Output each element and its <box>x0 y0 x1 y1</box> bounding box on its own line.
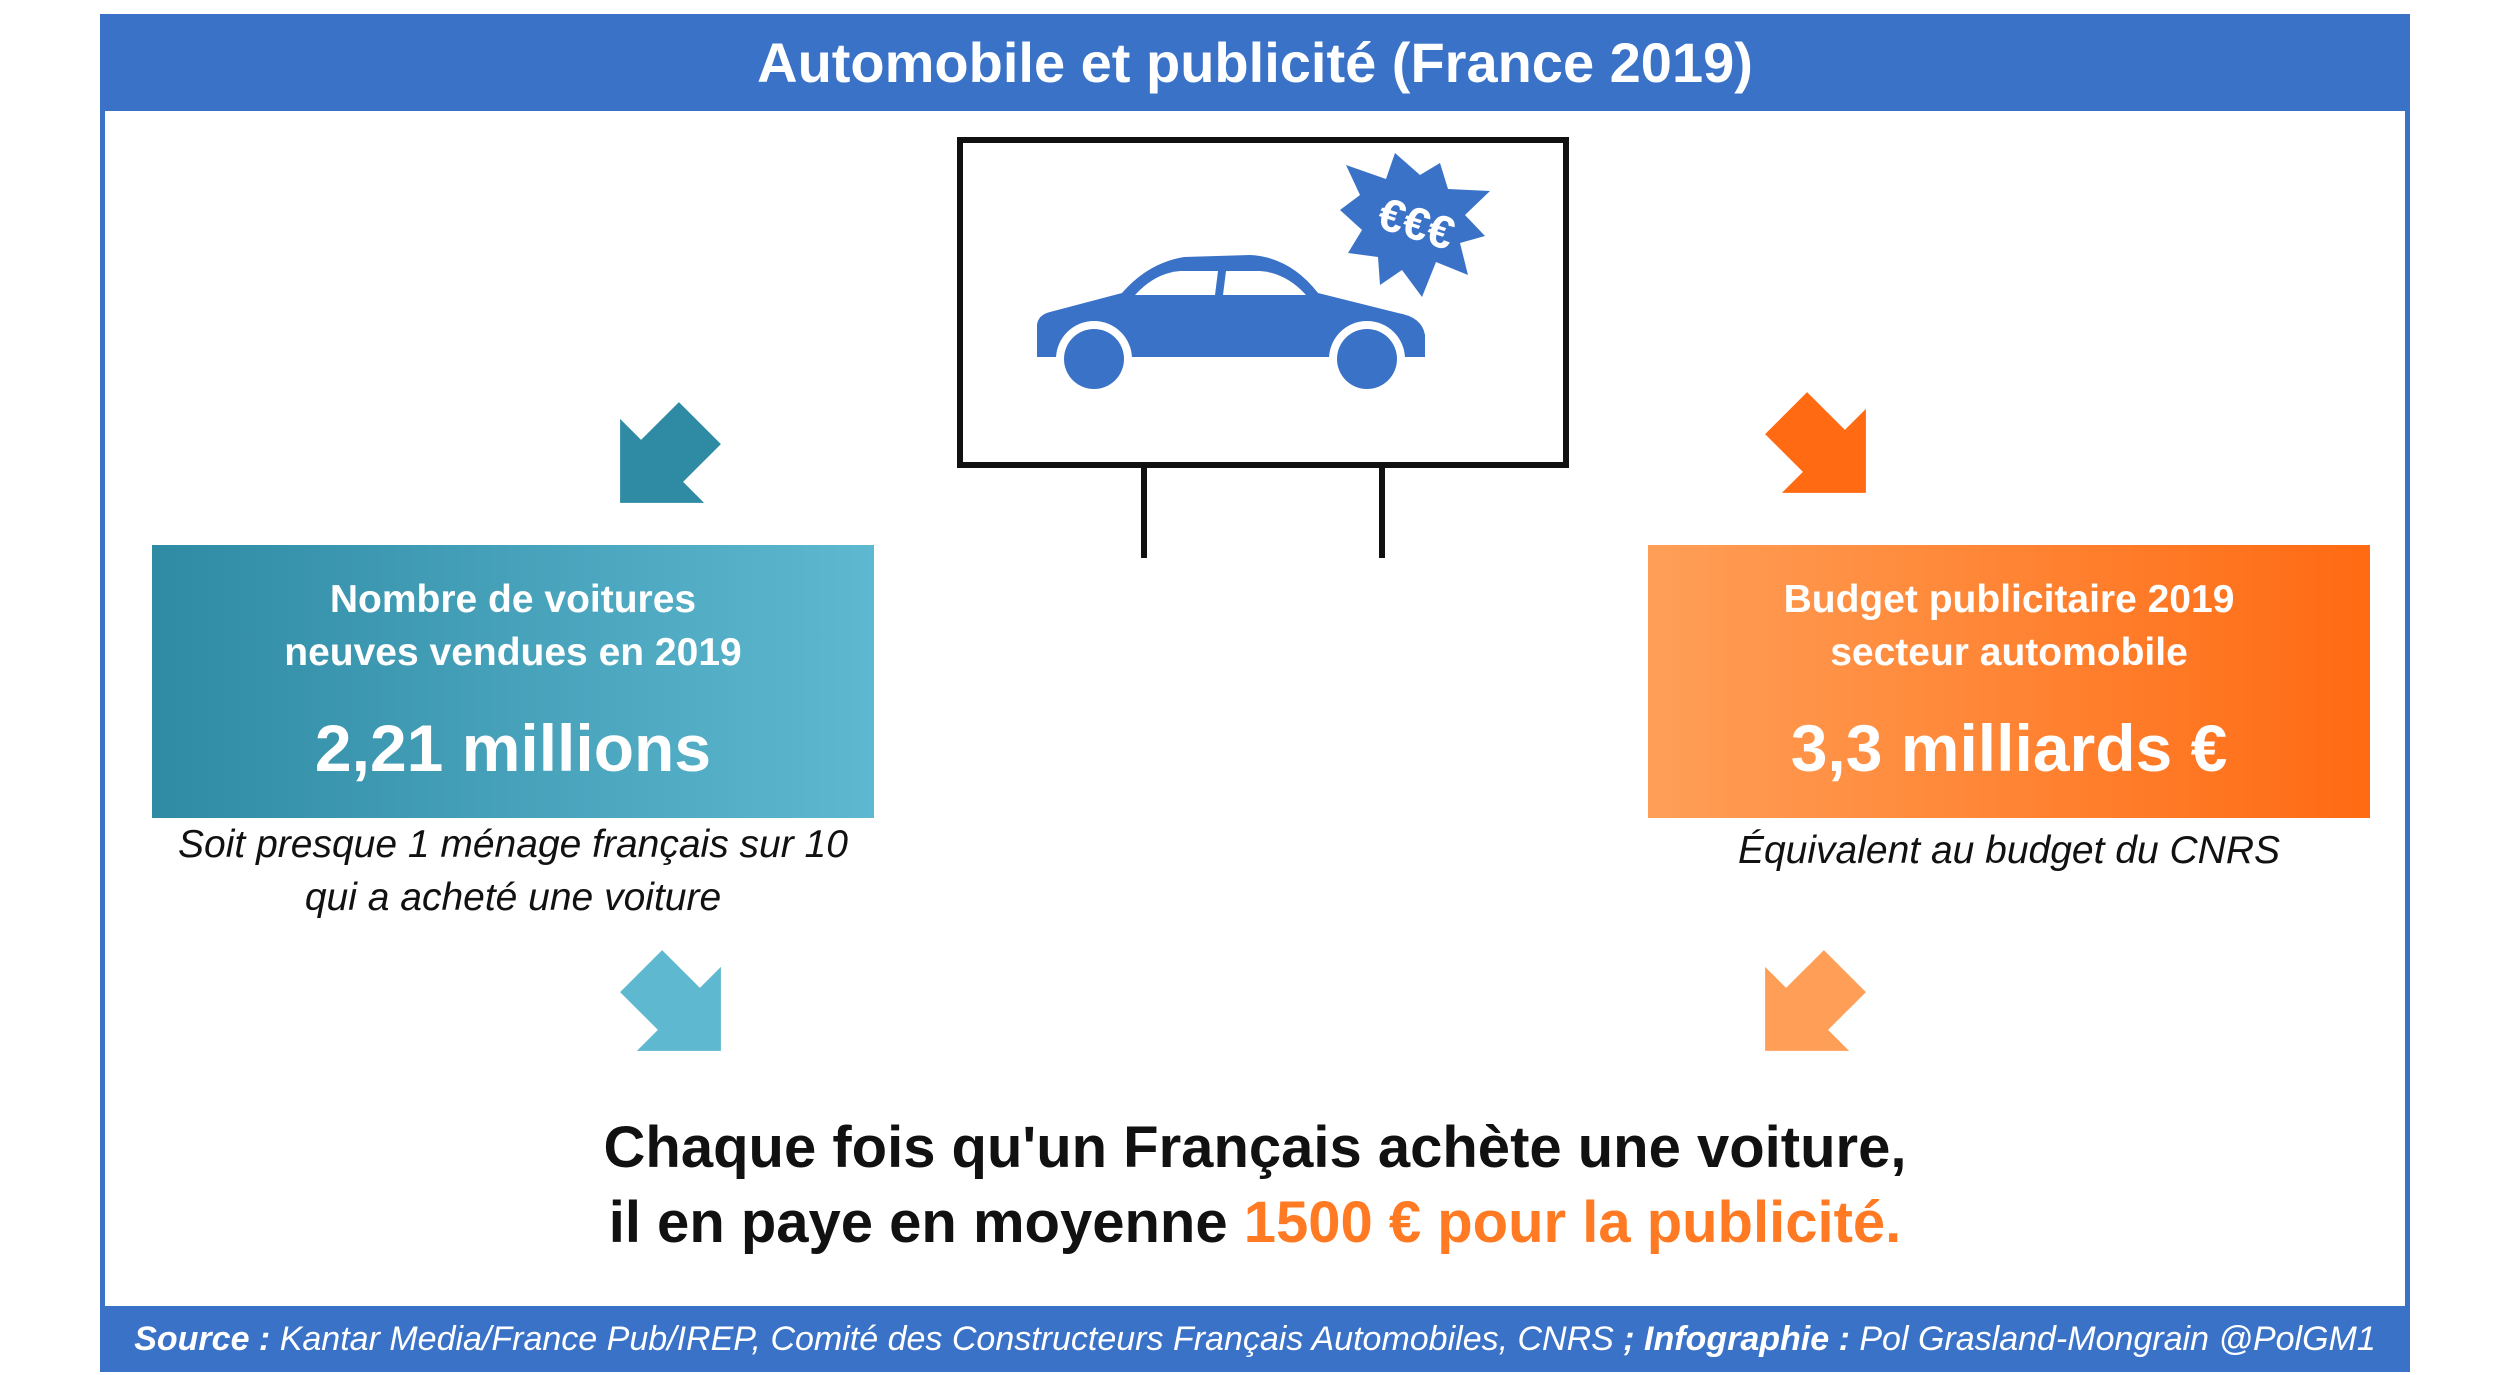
car-icon <box>1037 255 1425 397</box>
starburst-badge-icon: €€€ <box>1340 153 1490 297</box>
infographic-label: Infographie : <box>1634 1319 1850 1358</box>
source-text: Kantar Media/France Pub/IREP, Comité des… <box>270 1319 1624 1358</box>
ad-budget-label: Budget publicitaire 2019 secteur automob… <box>1783 578 2235 674</box>
cars-sold-note: Soit presque 1 ménage français sur 10 qu… <box>178 823 848 919</box>
arrow-down-left-icon <box>620 402 721 503</box>
conclusion-text: Chaque fois qu'un Français achète une vo… <box>150 1110 2360 1260</box>
source-label: Source : <box>134 1319 271 1358</box>
conclusion-line2: il en paye en moyenne 1500 € pour la pub… <box>608 1190 1902 1255</box>
source-footer: Source : Kantar Media/France Pub/IREP, C… <box>100 1306 2410 1372</box>
footer-separator: ; <box>1623 1319 1635 1358</box>
page-title: Automobile et publicité (France 2019) <box>757 31 1753 94</box>
cars-sold-box: Nombre de voitures neuves vendues en 201… <box>152 545 874 818</box>
billboard-icon: €€€ <box>957 137 1569 558</box>
cars-sold-value: 2,21 millions <box>314 711 712 785</box>
conclusion-line1: Chaque fois qu'un Français achète une vo… <box>603 1115 1907 1180</box>
arrow-down-left-icon <box>1765 950 1866 1051</box>
infographic-credit: Pol Grasland-Mongrain @PolGM1 <box>1849 1319 2376 1358</box>
ad-budget-note: Équivalent au budget du CNRS <box>1737 829 2281 872</box>
conclusion-highlight: 1500 € pour la publicité. <box>1243 1190 1902 1255</box>
ad-budget-box: Budget publicitaire 2019 secteur automob… <box>1648 545 2370 818</box>
title-bar: Automobile et publicité (France 2019) <box>100 14 2410 111</box>
arrow-down-right-icon <box>1765 392 1866 493</box>
cars-sold-label: Nombre de voitures neuves vendues en 201… <box>284 578 742 674</box>
ad-budget-value: 3,3 milliards € <box>1790 711 2228 785</box>
arrow-down-right-icon <box>620 950 721 1051</box>
